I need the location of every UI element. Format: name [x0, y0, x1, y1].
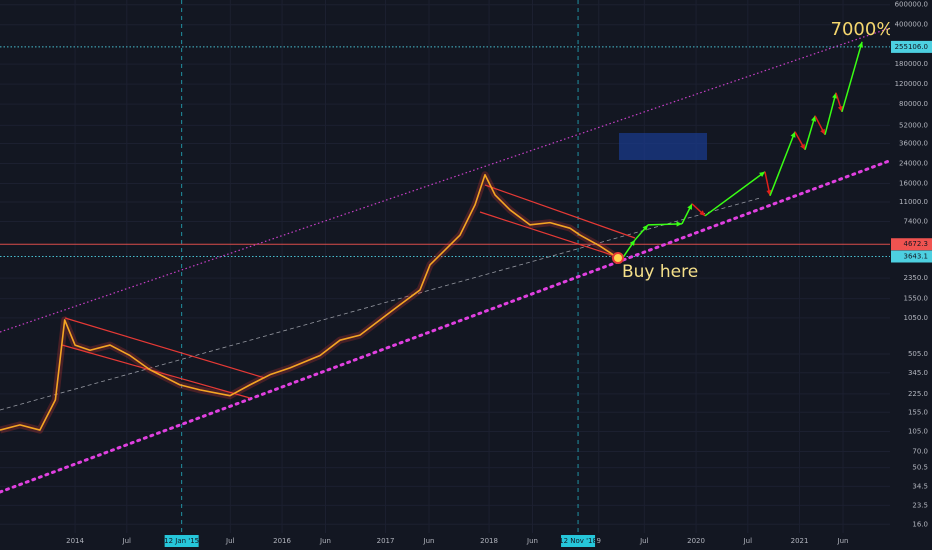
time-axis	[0, 533, 890, 550]
arrow-head	[800, 143, 806, 150]
y-tick-label: 505.0	[908, 350, 928, 358]
upper-trend-line	[0, 27, 891, 333]
buy-marker	[612, 252, 624, 264]
y-tick-label: 1050.0	[904, 314, 929, 322]
price-label-bg	[891, 250, 932, 263]
y-tick-label: 105.0	[908, 427, 928, 435]
arrow-head	[676, 221, 682, 227]
projection-segment	[804, 115, 816, 150]
y-tick-label: 24000.0	[899, 159, 928, 167]
price-line	[0, 173, 619, 431]
y-tick-label: 23.5	[912, 501, 928, 509]
x-tick-label: Jul	[639, 537, 649, 545]
annotation: Buy here	[622, 262, 698, 282]
y-tick-label: 1550.0	[904, 295, 929, 303]
x-tick-label: 2014	[66, 537, 84, 545]
y-tick-label: 600000.0	[895, 1, 928, 9]
x-tick-label: 2017	[377, 537, 395, 545]
y-tick-label: 400000.0	[895, 21, 928, 29]
x-tick-label: Jun	[423, 537, 435, 545]
arrow-head	[629, 239, 635, 246]
arrow-head	[759, 171, 765, 178]
y-tick-label: 120000.0	[895, 80, 928, 88]
highlight-box	[619, 133, 707, 160]
x-tick-label: Jun	[526, 537, 538, 545]
y-tick-label: 180000.0	[895, 60, 928, 68]
arrow-head	[820, 128, 826, 135]
x-tick-label: Jul	[225, 537, 235, 545]
y-tick-label: 36000.0	[899, 139, 928, 147]
price-label-bg	[891, 40, 932, 53]
price-label-bg	[891, 238, 932, 251]
x-tick-label: Jul	[122, 537, 132, 545]
channel-line	[479, 211, 616, 257]
arrow-head	[837, 105, 843, 112]
channel-line	[61, 344, 251, 399]
time-label: 12 Nov '18	[559, 537, 597, 545]
price-label: 255106.0	[895, 43, 928, 51]
y-tick-label: 2350.0	[904, 274, 929, 282]
grid	[0, 0, 890, 533]
y-tick-label: 70.0	[912, 447, 928, 455]
x-tick-label: 2018	[480, 537, 498, 545]
arrow-head	[699, 210, 706, 216]
y-tick-label: 7400.0	[904, 218, 929, 226]
mid-trend-line	[0, 197, 761, 411]
x-tick-label: 2020	[687, 537, 705, 545]
time-label-bg	[561, 535, 596, 547]
time-label: 12 Jan '15	[164, 537, 199, 545]
arrow-head	[790, 131, 796, 138]
x-tick-label: Jun	[319, 537, 331, 545]
y-tick-label: 345.0	[908, 369, 928, 377]
price-label: 4672.3	[904, 240, 929, 248]
y-tick-label: 80000.0	[899, 100, 928, 108]
axes: 600000.0 400000.0 180000.0 120000.0 80000.0 5…	[66, 1, 932, 547]
y-tick-label: 34.5	[912, 482, 928, 490]
support-trend-line	[0, 143, 932, 494]
y-tick-label: 225.0	[908, 390, 928, 398]
projection-segment	[824, 92, 837, 135]
y-tick-label: 16000.0	[899, 180, 928, 188]
x-tick-label: 9	[597, 537, 601, 545]
x-tick-label: Jul	[743, 537, 753, 545]
y-tick-label: 52000.0	[899, 121, 928, 129]
arrow-head	[642, 224, 649, 231]
price-axis	[890, 0, 932, 550]
annotation: 7000%	[831, 19, 894, 40]
x-tick-label: Jun	[837, 537, 849, 545]
channel-line	[484, 184, 636, 239]
y-tick-label: 11000.0	[899, 198, 928, 206]
price-label: 3643.1	[904, 253, 929, 261]
channel-line	[64, 317, 266, 379]
y-tick-label: 50.5	[912, 464, 928, 472]
x-tick-label: 2021	[791, 537, 809, 545]
marks	[0, 41, 864, 434]
projection-segment	[841, 41, 863, 113]
arrow-head	[687, 203, 693, 210]
projection-segment	[647, 223, 682, 226]
y-tick-label: 16.0	[912, 520, 928, 528]
x-tick-label: 2016	[273, 537, 291, 545]
arrow-head	[858, 41, 864, 48]
arrow-head	[811, 115, 817, 122]
y-tick-label: 155.0	[908, 408, 928, 416]
time-label-bg	[164, 535, 199, 547]
projection-segment	[704, 171, 766, 217]
projection-segment	[769, 131, 796, 196]
